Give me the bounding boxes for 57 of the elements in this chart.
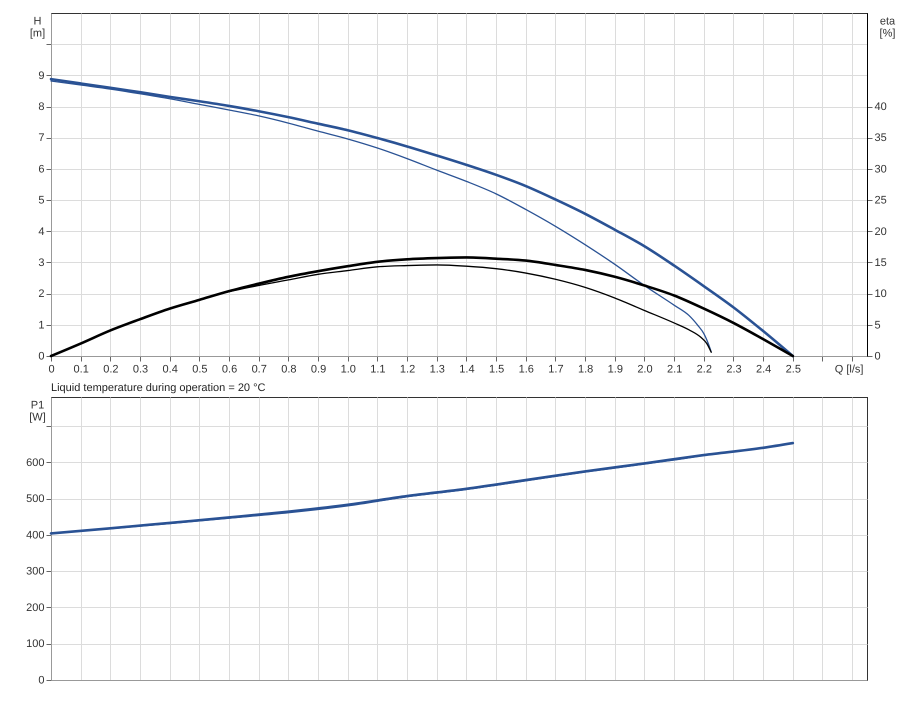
y-tick-label: 1 [38, 319, 44, 332]
x-tick-label: 0 [48, 364, 55, 376]
x-tick-label: 0.9 [310, 364, 326, 376]
y-tick-label: 4 [38, 226, 44, 238]
y-tick-label: 7 [38, 132, 44, 144]
x-tick-label: 1.4 [459, 364, 475, 376]
x-tick-label: 1.3 [430, 364, 445, 376]
x-axis-title: Q [l/s] [834, 364, 864, 376]
x-tick-label: 2.3 [726, 364, 742, 376]
y2-tick-label: 40 [874, 101, 887, 114]
x-tick-label: 0.6 [222, 364, 238, 376]
y2-tick-label: 15 [874, 256, 887, 269]
y2-tick-label: 35 [874, 132, 887, 144]
x-tick-label: 1.5 [488, 364, 504, 376]
x-tick-label: 0.8 [281, 364, 297, 376]
y2-axis-title: eta [%] [880, 16, 896, 40]
y2-tick-label: 25 [874, 194, 887, 207]
y-tick-label: 3 [38, 256, 44, 269]
y-tick-label: 9 [38, 70, 44, 82]
x-tick-label: 1.1 [370, 364, 386, 376]
x-tick-label: 0.7 [252, 364, 267, 376]
y-tick-label: 400 [26, 529, 44, 542]
y2-tick-label: 0 [874, 350, 881, 362]
y2-tick-label: 20 [874, 226, 887, 238]
y-tick-label: 600 [26, 456, 44, 469]
x-tick-label: 1.2 [400, 364, 416, 376]
x-tick-label: 0.4 [162, 364, 178, 376]
y-tick-label: 5 [38, 194, 44, 207]
x-tick-label: 0.5 [192, 364, 208, 376]
x-tick-label: 1.0 [340, 364, 356, 376]
y-tick-label: 300 [26, 566, 44, 578]
y-tick-label: 500 [26, 493, 44, 506]
y-tick-label: 100 [26, 638, 44, 650]
y2-tick-label: 5 [874, 319, 881, 332]
x-tick-label: 0.1 [74, 364, 89, 376]
y-axis-title: H [m] [30, 16, 46, 40]
y-tick-label: 8 [38, 101, 44, 114]
y-tick-label: 6 [38, 163, 44, 176]
y-tick-label: 0 [38, 350, 44, 362]
x-tick-label: 2.2 [696, 364, 712, 376]
y-tick-label: 2 [38, 288, 44, 300]
x-tick-label: 2.0 [637, 364, 653, 376]
y-axis-title: P1 [W] [29, 400, 46, 424]
x-tick-label: 0.2 [103, 364, 118, 376]
text: Liquid temperature during operation = 20 °C [51, 382, 266, 394]
x-tick-label: 1.7 [548, 364, 564, 376]
x-tick-label: 1.9 [608, 364, 623, 376]
x-tick-label: 0.3 [132, 364, 148, 376]
x-tick-label: 2.4 [756, 364, 772, 376]
x-tick-label: 1.6 [518, 364, 534, 376]
x-tick-label: 2.1 [666, 364, 682, 376]
x-tick-label: 1.8 [578, 364, 594, 376]
y-tick-label: 0 [38, 674, 44, 686]
y2-tick-label: 30 [874, 163, 887, 176]
y2-tick-label: 10 [874, 288, 887, 300]
x-tick-label: 2.5 [786, 364, 801, 376]
y-tick-label: 200 [26, 602, 44, 614]
